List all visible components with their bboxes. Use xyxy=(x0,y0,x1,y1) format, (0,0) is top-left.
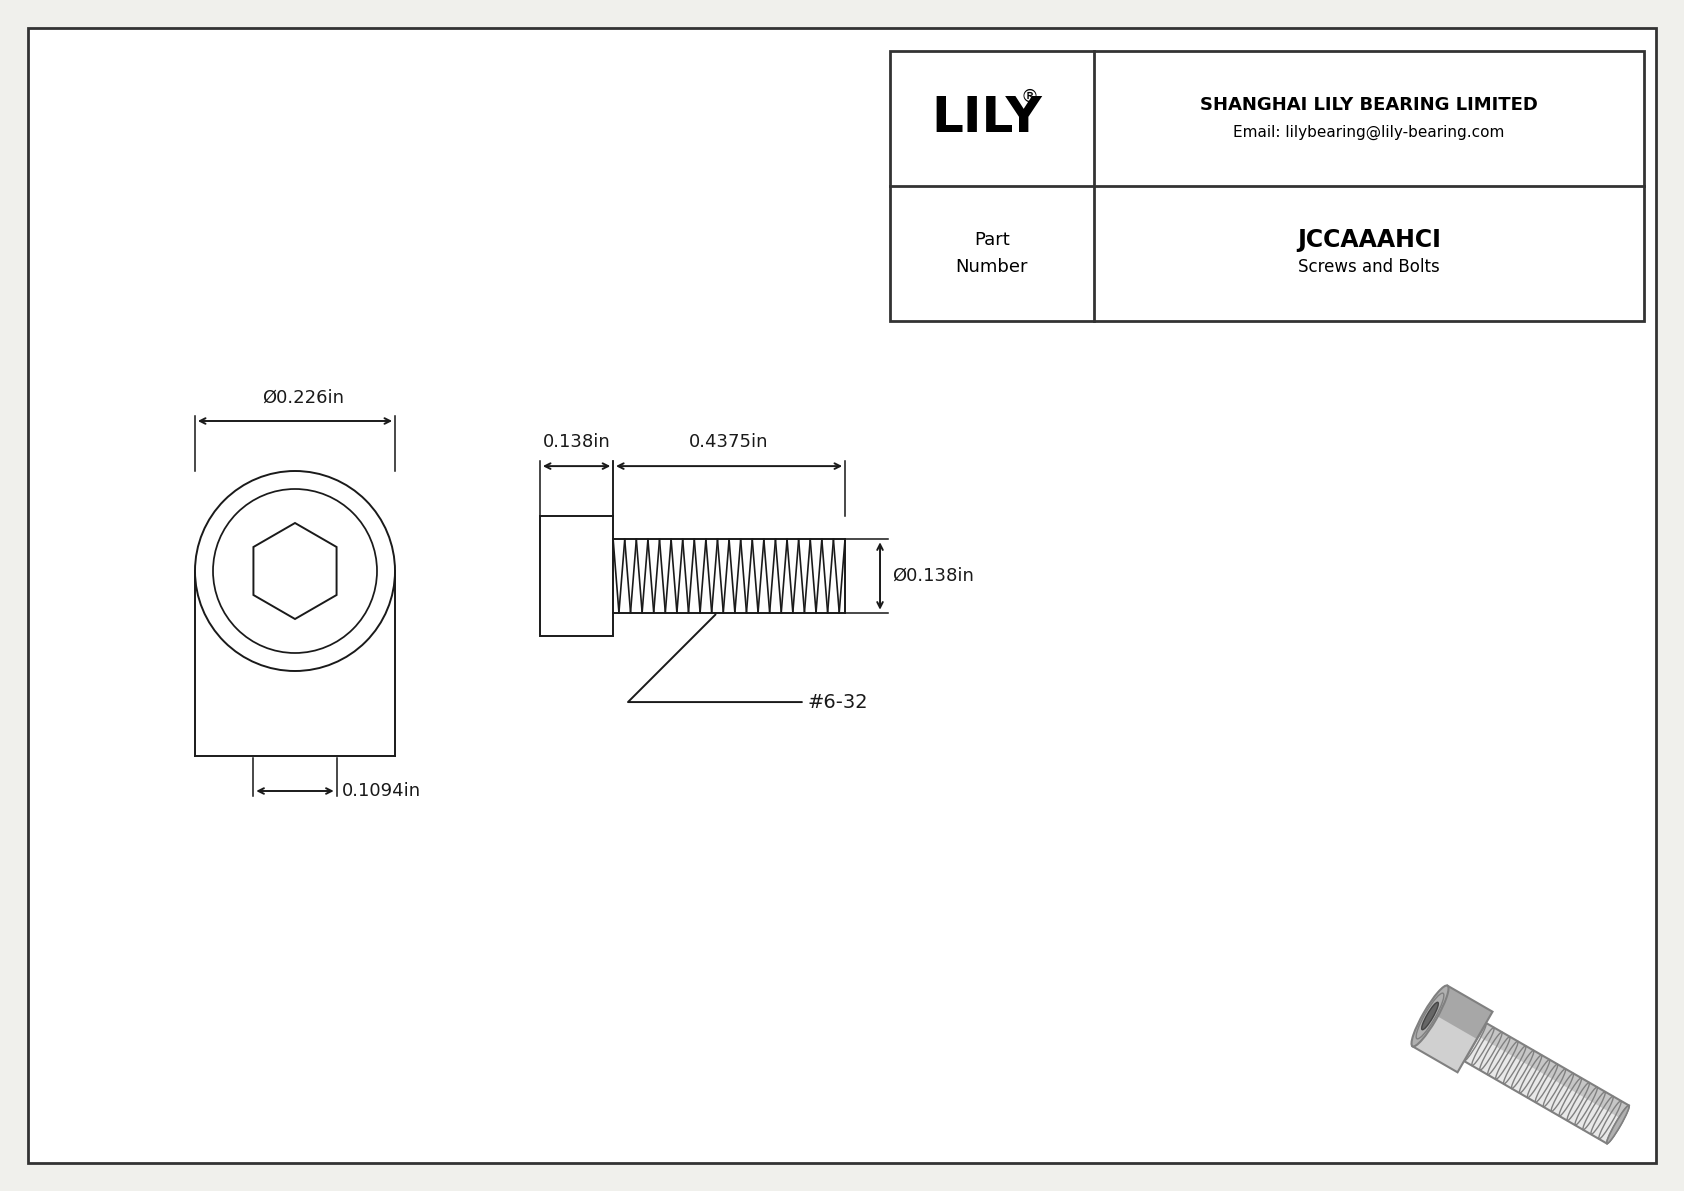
Text: ®: ® xyxy=(1021,87,1039,106)
Bar xyxy=(891,51,1644,322)
Bar xyxy=(541,516,613,636)
Circle shape xyxy=(195,470,396,671)
Text: 0.1094in: 0.1094in xyxy=(342,782,421,800)
Polygon shape xyxy=(1413,986,1492,1072)
Ellipse shape xyxy=(1607,1105,1628,1143)
Text: Ø0.226in: Ø0.226in xyxy=(263,389,344,407)
Ellipse shape xyxy=(1411,985,1448,1047)
Circle shape xyxy=(212,490,377,653)
Text: Email: lilybearing@lily-bearing.com: Email: lilybearing@lily-bearing.com xyxy=(1233,125,1504,141)
Polygon shape xyxy=(1431,986,1492,1039)
Polygon shape xyxy=(1479,1023,1628,1118)
Text: 0.4375in: 0.4375in xyxy=(689,434,770,451)
Text: JCCAAAHCI: JCCAAAHCI xyxy=(1297,227,1442,251)
Ellipse shape xyxy=(1421,1003,1438,1030)
Text: #6-32: #6-32 xyxy=(628,615,869,711)
Text: Part
Number: Part Number xyxy=(955,231,1027,275)
Text: SHANGHAI LILY BEARING LIMITED: SHANGHAI LILY BEARING LIMITED xyxy=(1201,95,1537,113)
Text: LILY: LILY xyxy=(931,94,1042,143)
Polygon shape xyxy=(253,523,337,619)
Text: Screws and Bolts: Screws and Bolts xyxy=(1298,258,1440,276)
Text: Ø0.138in: Ø0.138in xyxy=(893,567,973,585)
Text: 0.138in: 0.138in xyxy=(542,434,610,451)
Polygon shape xyxy=(1463,1023,1628,1143)
